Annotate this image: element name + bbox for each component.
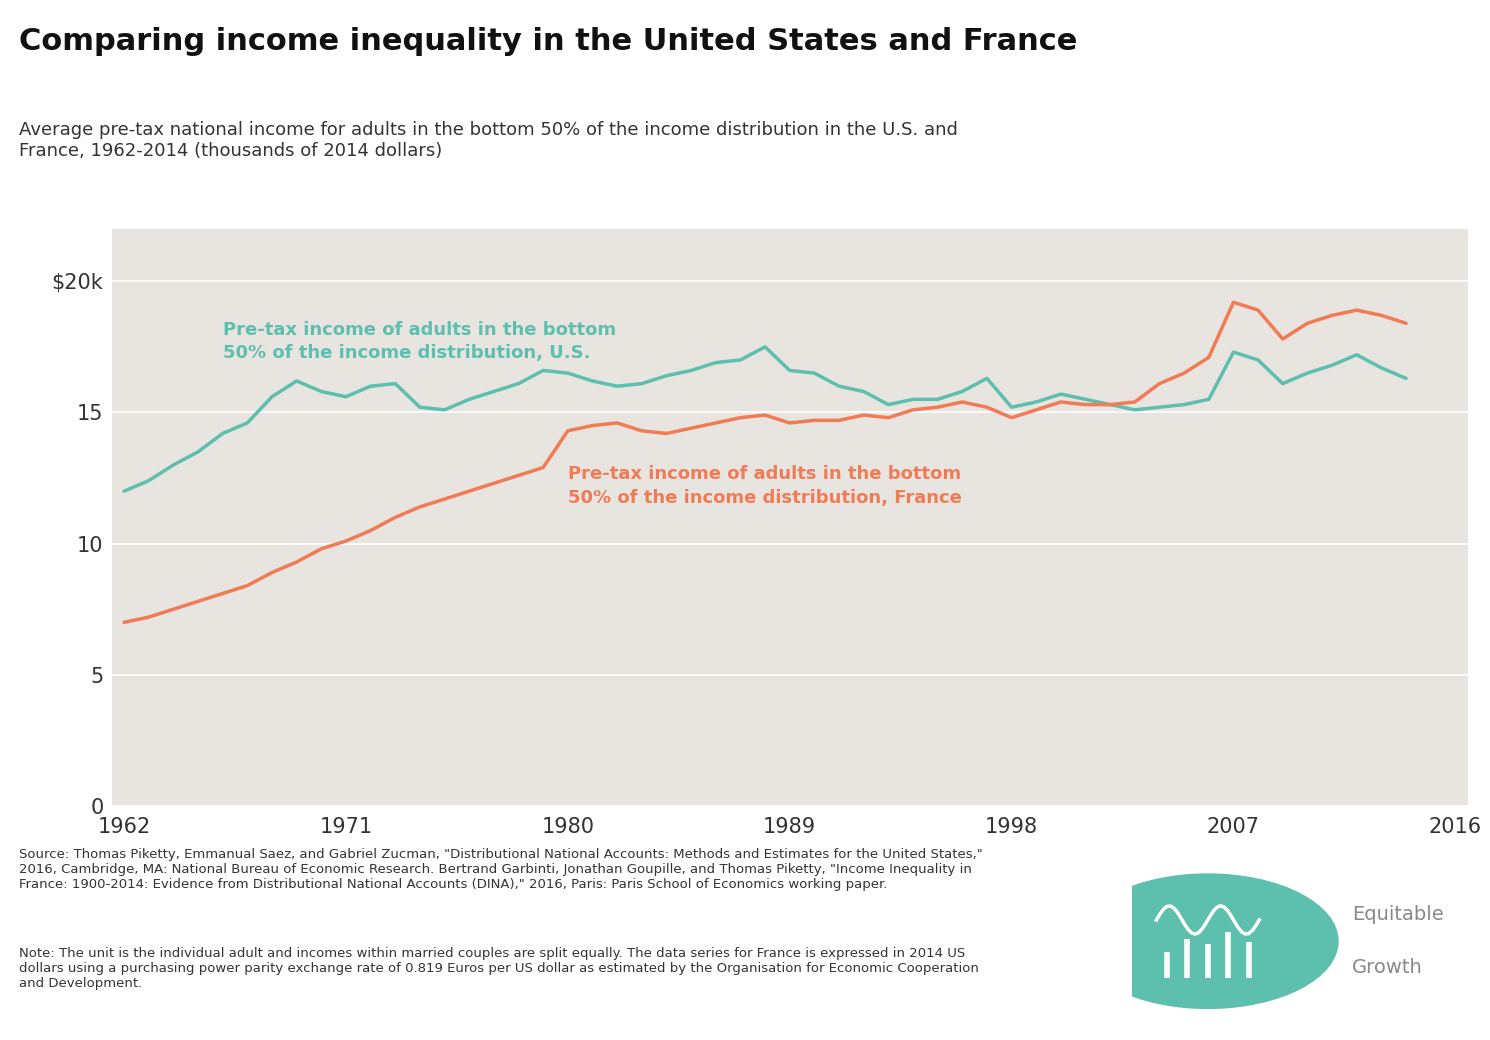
Text: Growth: Growth	[1351, 958, 1423, 978]
Text: Pre-tax income of adults in the bottom
50% of the income distribution, U.S.: Pre-tax income of adults in the bottom 5…	[222, 320, 615, 362]
Text: Comparing income inequality in the United States and France: Comparing income inequality in the Unite…	[19, 27, 1077, 56]
Text: Average pre-tax national income for adults in the bottom 50% of the income distr: Average pre-tax national income for adul…	[19, 121, 958, 159]
Text: Source: Thomas Piketty, Emmanual Saez, and Gabriel Zucman, "Distributional Natio: Source: Thomas Piketty, Emmanual Saez, a…	[19, 849, 983, 891]
Circle shape	[1077, 874, 1338, 1009]
Text: Pre-tax income of adults in the bottom
50% of the income distribution, France: Pre-tax income of adults in the bottom 5…	[568, 465, 961, 506]
Text: Note: The unit is the individual adult and incomes within married couples are sp: Note: The unit is the individual adult a…	[19, 947, 979, 990]
Text: Equitable: Equitable	[1351, 905, 1444, 925]
